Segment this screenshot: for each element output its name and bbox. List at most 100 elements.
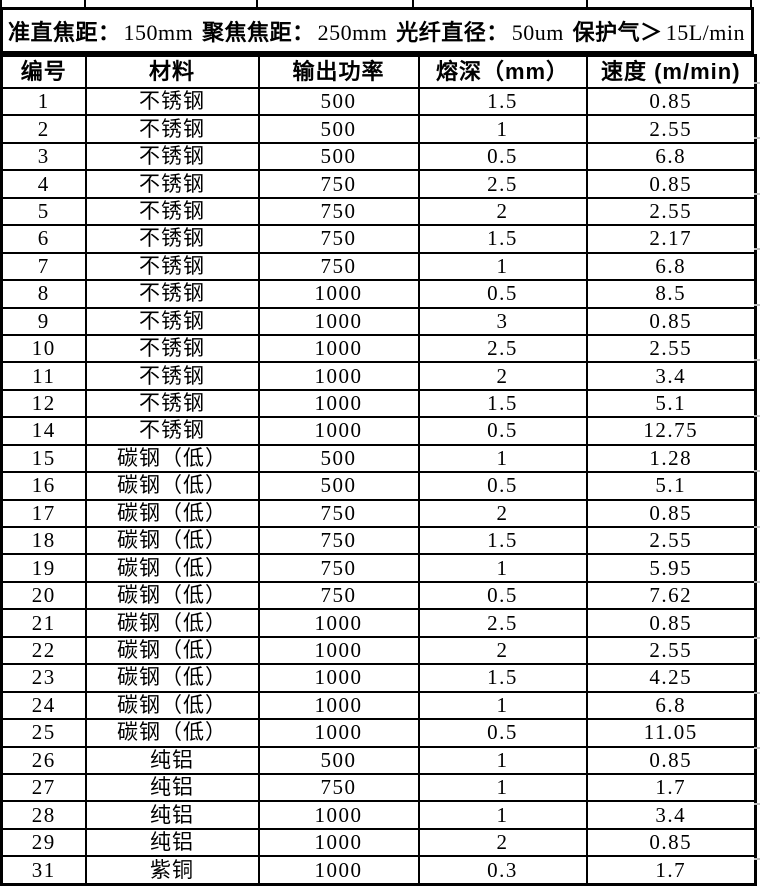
- table-cell: 2.17: [585, 224, 757, 254]
- table-cell: 17: [0, 498, 87, 529]
- partial-cell-border: [256, 0, 258, 7]
- table-cell: 1000: [257, 635, 420, 666]
- table-cell: 14: [0, 416, 87, 446]
- table-cell: 5.95: [585, 553, 757, 583]
- table-cell: 22: [0, 635, 87, 666]
- table-cell: 2.55: [585, 333, 757, 364]
- table-cell: 500: [257, 443, 420, 474]
- partial-cell-border: [412, 0, 414, 7]
- table-row: 14 不锈钢 1000 0.5 12.75: [0, 416, 757, 446]
- table-cell: 不锈钢: [84, 251, 260, 282]
- param-label: 聚焦焦距：: [202, 19, 315, 45]
- table-cell: 11: [0, 361, 87, 391]
- gridline-tick: [754, 747, 760, 750]
- table-cell: 2: [0, 114, 87, 144]
- table-cell: 纯铝: [84, 772, 260, 803]
- gridline-tick: [754, 414, 760, 417]
- table-cell: 750: [257, 772, 420, 803]
- table-row: 18 碳钢（低） 750 1.5 2.55: [0, 525, 757, 556]
- table-cell: 500: [257, 114, 420, 144]
- table-row: 29 纯铝 1000 2 0.85: [0, 827, 757, 858]
- table-cell: 2: [417, 635, 588, 666]
- table-cell: 3.4: [585, 361, 757, 391]
- partial-cell-border: [586, 0, 588, 7]
- table-cell: 11.05: [585, 718, 757, 748]
- table-cell: 1.5: [417, 525, 588, 556]
- table-cell: 750: [257, 580, 420, 611]
- gridline-tick: [754, 192, 760, 195]
- table-cell: 不锈钢: [84, 141, 260, 172]
- table-cell: 1000: [257, 608, 420, 638]
- table-cell: 12.75: [585, 416, 757, 446]
- gridline-tick: [754, 636, 760, 639]
- param-collimation-focal-length: 准直焦距： 150mm: [8, 15, 193, 47]
- table-cell: 1.5: [417, 86, 588, 117]
- table-cell: 1: [417, 745, 588, 775]
- table-cell: 19: [0, 553, 87, 583]
- table-cell: 纯铝: [84, 745, 260, 775]
- table-cell: 1.28: [585, 443, 757, 474]
- column-header-number: 编号: [0, 54, 87, 89]
- table-cell: 0.85: [585, 745, 757, 775]
- table-cell: 碳钢（低）: [84, 580, 260, 611]
- table-cell: 29: [0, 827, 87, 858]
- table-row: 17 碳钢（低） 750 2 0.85: [0, 498, 757, 529]
- table-cell: 28: [0, 800, 87, 830]
- table-cell: 不锈钢: [84, 388, 260, 419]
- table-cell: 不锈钢: [84, 114, 260, 144]
- table-cell: 500: [257, 86, 420, 117]
- table-cell: 2.5: [417, 169, 588, 199]
- table-cell: 1: [417, 553, 588, 583]
- partial-cell-border: [750, 0, 752, 7]
- table-cell: 1000: [257, 416, 420, 446]
- param-fiber-diameter: 光纤直径： 50um: [396, 15, 564, 47]
- table-cell: 不锈钢: [84, 86, 260, 117]
- table-cell: 16: [0, 471, 87, 501]
- table-cell: 1.5: [417, 663, 588, 693]
- table-cell: 25: [0, 718, 87, 748]
- column-header-depth: 熔深（mm）: [417, 54, 588, 89]
- column-header-material: 材料: [84, 54, 260, 89]
- table-cell: 1000: [257, 361, 420, 391]
- param-value: 150mm: [123, 19, 194, 45]
- table-cell: 碳钢（低）: [84, 498, 260, 529]
- table-cell: 1000: [257, 333, 420, 364]
- table-cell: 0.85: [585, 827, 757, 858]
- table-cell: 23: [0, 663, 87, 693]
- table-cell: 6: [0, 224, 87, 254]
- table-cell: 1: [417, 443, 588, 474]
- table-cell: 4.25: [585, 663, 757, 693]
- table-cell: 5.1: [585, 471, 757, 501]
- table-cell: 6.8: [585, 141, 757, 172]
- table-cell: 31: [0, 855, 87, 886]
- table-row: 26 纯铝 500 1 0.85: [0, 745, 757, 775]
- table-row: 19 碳钢（低） 750 1 5.95: [0, 553, 757, 583]
- table-header-row: 编号 材料 输出功率 熔深（mm） 速度 (m/min): [0, 54, 757, 89]
- table-cell: 碳钢（低）: [84, 443, 260, 474]
- gridline-tick: [754, 248, 760, 251]
- table-cell: 1: [417, 800, 588, 830]
- table-cell: 1000: [257, 388, 420, 419]
- table-cell: 5: [0, 196, 87, 227]
- table-cell: 750: [257, 525, 420, 556]
- table-cell: 750: [257, 251, 420, 282]
- table-cell: 0.5: [417, 416, 588, 446]
- table-cell: 750: [257, 169, 420, 199]
- table-cell: 1: [417, 690, 588, 721]
- table-cell: 2: [417, 827, 588, 858]
- table-cell: 0.5: [417, 471, 588, 501]
- table-cell: 0.5: [417, 580, 588, 611]
- table-row: 31 紫铜 1000 0.3 1.7: [0, 855, 757, 886]
- table-cell: 750: [257, 553, 420, 583]
- table-cell: 2.5: [417, 608, 588, 638]
- table-cell: 6.8: [585, 251, 757, 282]
- table-cell: 1: [0, 86, 87, 117]
- table-cell: 15: [0, 443, 87, 474]
- table-cell: 0.85: [585, 86, 757, 117]
- table-cell: 750: [257, 498, 420, 529]
- table-row: 11 不锈钢 1000 2 3.4: [0, 361, 757, 391]
- table-cell: 26: [0, 745, 87, 775]
- table-cell: 1: [417, 251, 588, 282]
- table-row: 6 不锈钢 750 1.5 2.17: [0, 224, 757, 254]
